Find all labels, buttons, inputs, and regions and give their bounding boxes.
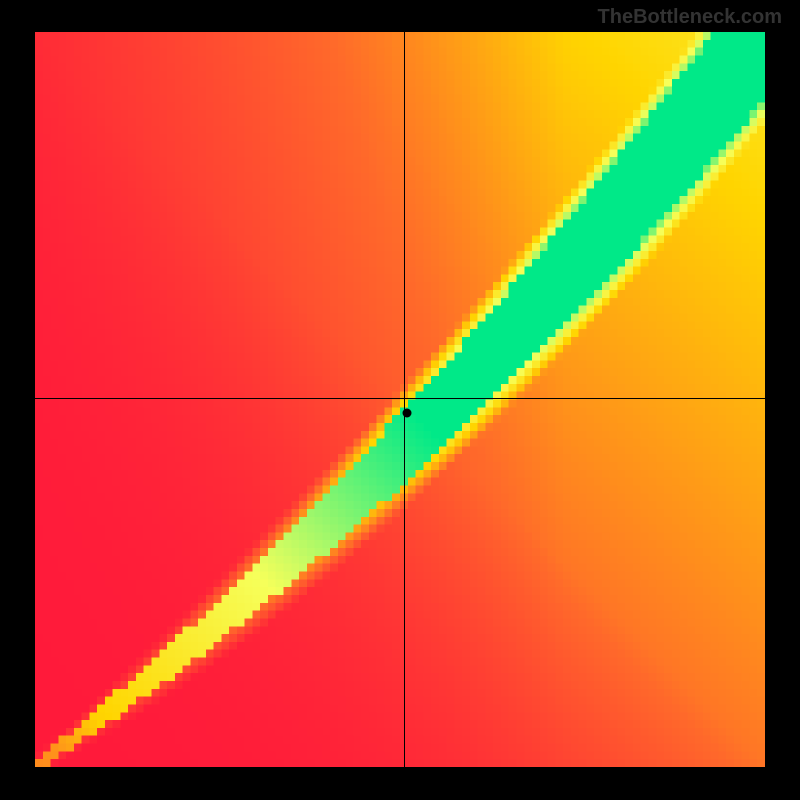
watermark-text: TheBottleneck.com: [598, 6, 782, 29]
bottleneck-heatmap: [35, 32, 765, 767]
crosshair-horizontal: [35, 398, 765, 399]
heatmap-canvas: [35, 32, 765, 767]
crosshair-marker: [402, 409, 411, 418]
crosshair-vertical: [404, 32, 405, 767]
